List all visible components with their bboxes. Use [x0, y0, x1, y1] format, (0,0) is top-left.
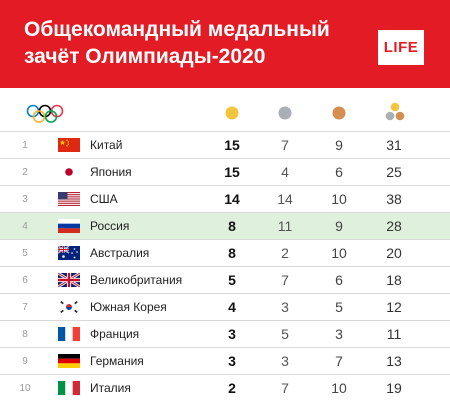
- title-line-1: Общекомандный медальный: [24, 18, 330, 41]
- rank-cell: 7: [22, 302, 28, 313]
- gold-count: 15: [224, 164, 240, 180]
- total-count: 28: [386, 218, 402, 234]
- germany-flag-icon: [58, 354, 80, 368]
- china-flag-icon: [58, 138, 80, 152]
- life-logo: LIFE: [378, 30, 424, 65]
- country-name: Германия: [90, 354, 144, 368]
- table-row: 10 Италия 2 7 10 19: [0, 374, 450, 401]
- gold-count: 2: [228, 380, 236, 396]
- total-count: 19: [386, 380, 402, 396]
- silver-count: 7: [281, 380, 289, 396]
- total-count: 12: [386, 299, 402, 315]
- table-row: 8 Франция 3 5 3 11: [0, 320, 450, 347]
- country-name: Япония: [90, 165, 132, 179]
- table-row: 2 Япония 15 4 6 25: [0, 158, 450, 185]
- silver-count: 4: [281, 164, 289, 180]
- silver-count: 11: [277, 218, 293, 234]
- total-count: 11: [386, 326, 402, 342]
- country-name: Австралия: [90, 246, 150, 260]
- country-name: Китай: [90, 138, 123, 152]
- rank-cell: 4: [22, 221, 28, 232]
- rank-cell: 1: [22, 140, 28, 151]
- silver-count: 14: [277, 191, 293, 207]
- gold-count: 3: [228, 326, 236, 342]
- rank-cell: 8: [22, 329, 28, 340]
- page-title: Общекомандный медальный зачёт Олимпиады-…: [24, 16, 364, 70]
- header-banner: Общекомандный медальный зачёт Олимпиады-…: [0, 0, 450, 88]
- country-name: Россия: [90, 219, 130, 233]
- gold-count: 3: [228, 353, 236, 369]
- bronze-count: 10: [331, 380, 347, 396]
- uk-flag-icon: [58, 273, 80, 287]
- rank-cell: 9: [22, 356, 28, 367]
- silver-count: 5: [281, 326, 289, 342]
- silver-count: 7: [281, 272, 289, 288]
- bronze-count: 9: [335, 218, 343, 234]
- medals-total-icon: [385, 102, 405, 121]
- olympic-rings-icon: [26, 104, 64, 123]
- table-row: 5 Австралия 8 2 10 20: [0, 239, 450, 266]
- rank-cell: 10: [19, 383, 31, 394]
- australia-flag-icon: [58, 246, 80, 260]
- table-row: 4 Россия 8 11 9 28: [0, 212, 450, 239]
- rank-cell: 2: [22, 167, 28, 178]
- silver-count: 2: [281, 245, 289, 261]
- gold-count: 8: [228, 245, 236, 261]
- table-row: 7 Южная Корея 4 3 5 12: [0, 293, 450, 320]
- gold-count: 15: [224, 137, 240, 153]
- table-row: 9 Германия 3 3 7 13: [0, 347, 450, 374]
- silver-medal-icon: [278, 106, 292, 120]
- silver-count: 3: [281, 299, 289, 315]
- table-row: 1 Китай 15 7 9 31: [0, 131, 450, 158]
- bronze-count: 10: [331, 191, 347, 207]
- bronze-count: 6: [335, 164, 343, 180]
- gold-medal-icon: [225, 106, 239, 120]
- rank-cell: 6: [22, 275, 28, 286]
- country-name: Южная Корея: [90, 300, 167, 314]
- bronze-count: 9: [335, 137, 343, 153]
- gold-count: 14: [224, 191, 240, 207]
- korea-flag-icon: [58, 300, 80, 314]
- bronze-count: 10: [331, 245, 347, 261]
- column-header-row: [0, 100, 450, 128]
- silver-count: 7: [281, 137, 289, 153]
- country-name: Франция: [90, 327, 140, 341]
- gold-count: 8: [228, 218, 236, 234]
- country-name: Великобритания: [90, 273, 183, 287]
- total-count: 13: [386, 353, 402, 369]
- usa-flag-icon: [58, 192, 80, 206]
- total-count: 25: [386, 164, 402, 180]
- title-line-2: зачёт Олимпиады-2020: [24, 45, 266, 68]
- bronze-count: 3: [335, 326, 343, 342]
- total-count: 18: [386, 272, 402, 288]
- bronze-medal-icon: [332, 106, 346, 120]
- france-flag-icon: [58, 327, 80, 341]
- russia-flag-icon: [58, 219, 80, 233]
- total-count: 20: [386, 245, 402, 261]
- gold-count: 5: [228, 272, 236, 288]
- total-count: 31: [386, 137, 402, 153]
- bronze-count: 6: [335, 272, 343, 288]
- gold-count: 4: [228, 299, 236, 315]
- bronze-count: 7: [335, 353, 343, 369]
- country-name: США: [90, 192, 118, 206]
- total-count: 38: [386, 191, 402, 207]
- italy-flag-icon: [58, 381, 80, 395]
- table-row: 6 Великобритания 5 7 6 18: [0, 266, 450, 293]
- rank-cell: 5: [22, 248, 28, 259]
- rank-cell: 3: [22, 194, 28, 205]
- japan-flag-icon: [58, 165, 80, 179]
- table-row: 3 США 14 14 10 38: [0, 185, 450, 212]
- country-name: Италия: [90, 381, 131, 395]
- medal-table: 1 Китай 15 7 9 31 2 Япония 15 4 6 25 3 США 14 14 10 38 4 Ро…: [0, 131, 450, 401]
- silver-count: 3: [281, 353, 289, 369]
- bronze-count: 5: [335, 299, 343, 315]
